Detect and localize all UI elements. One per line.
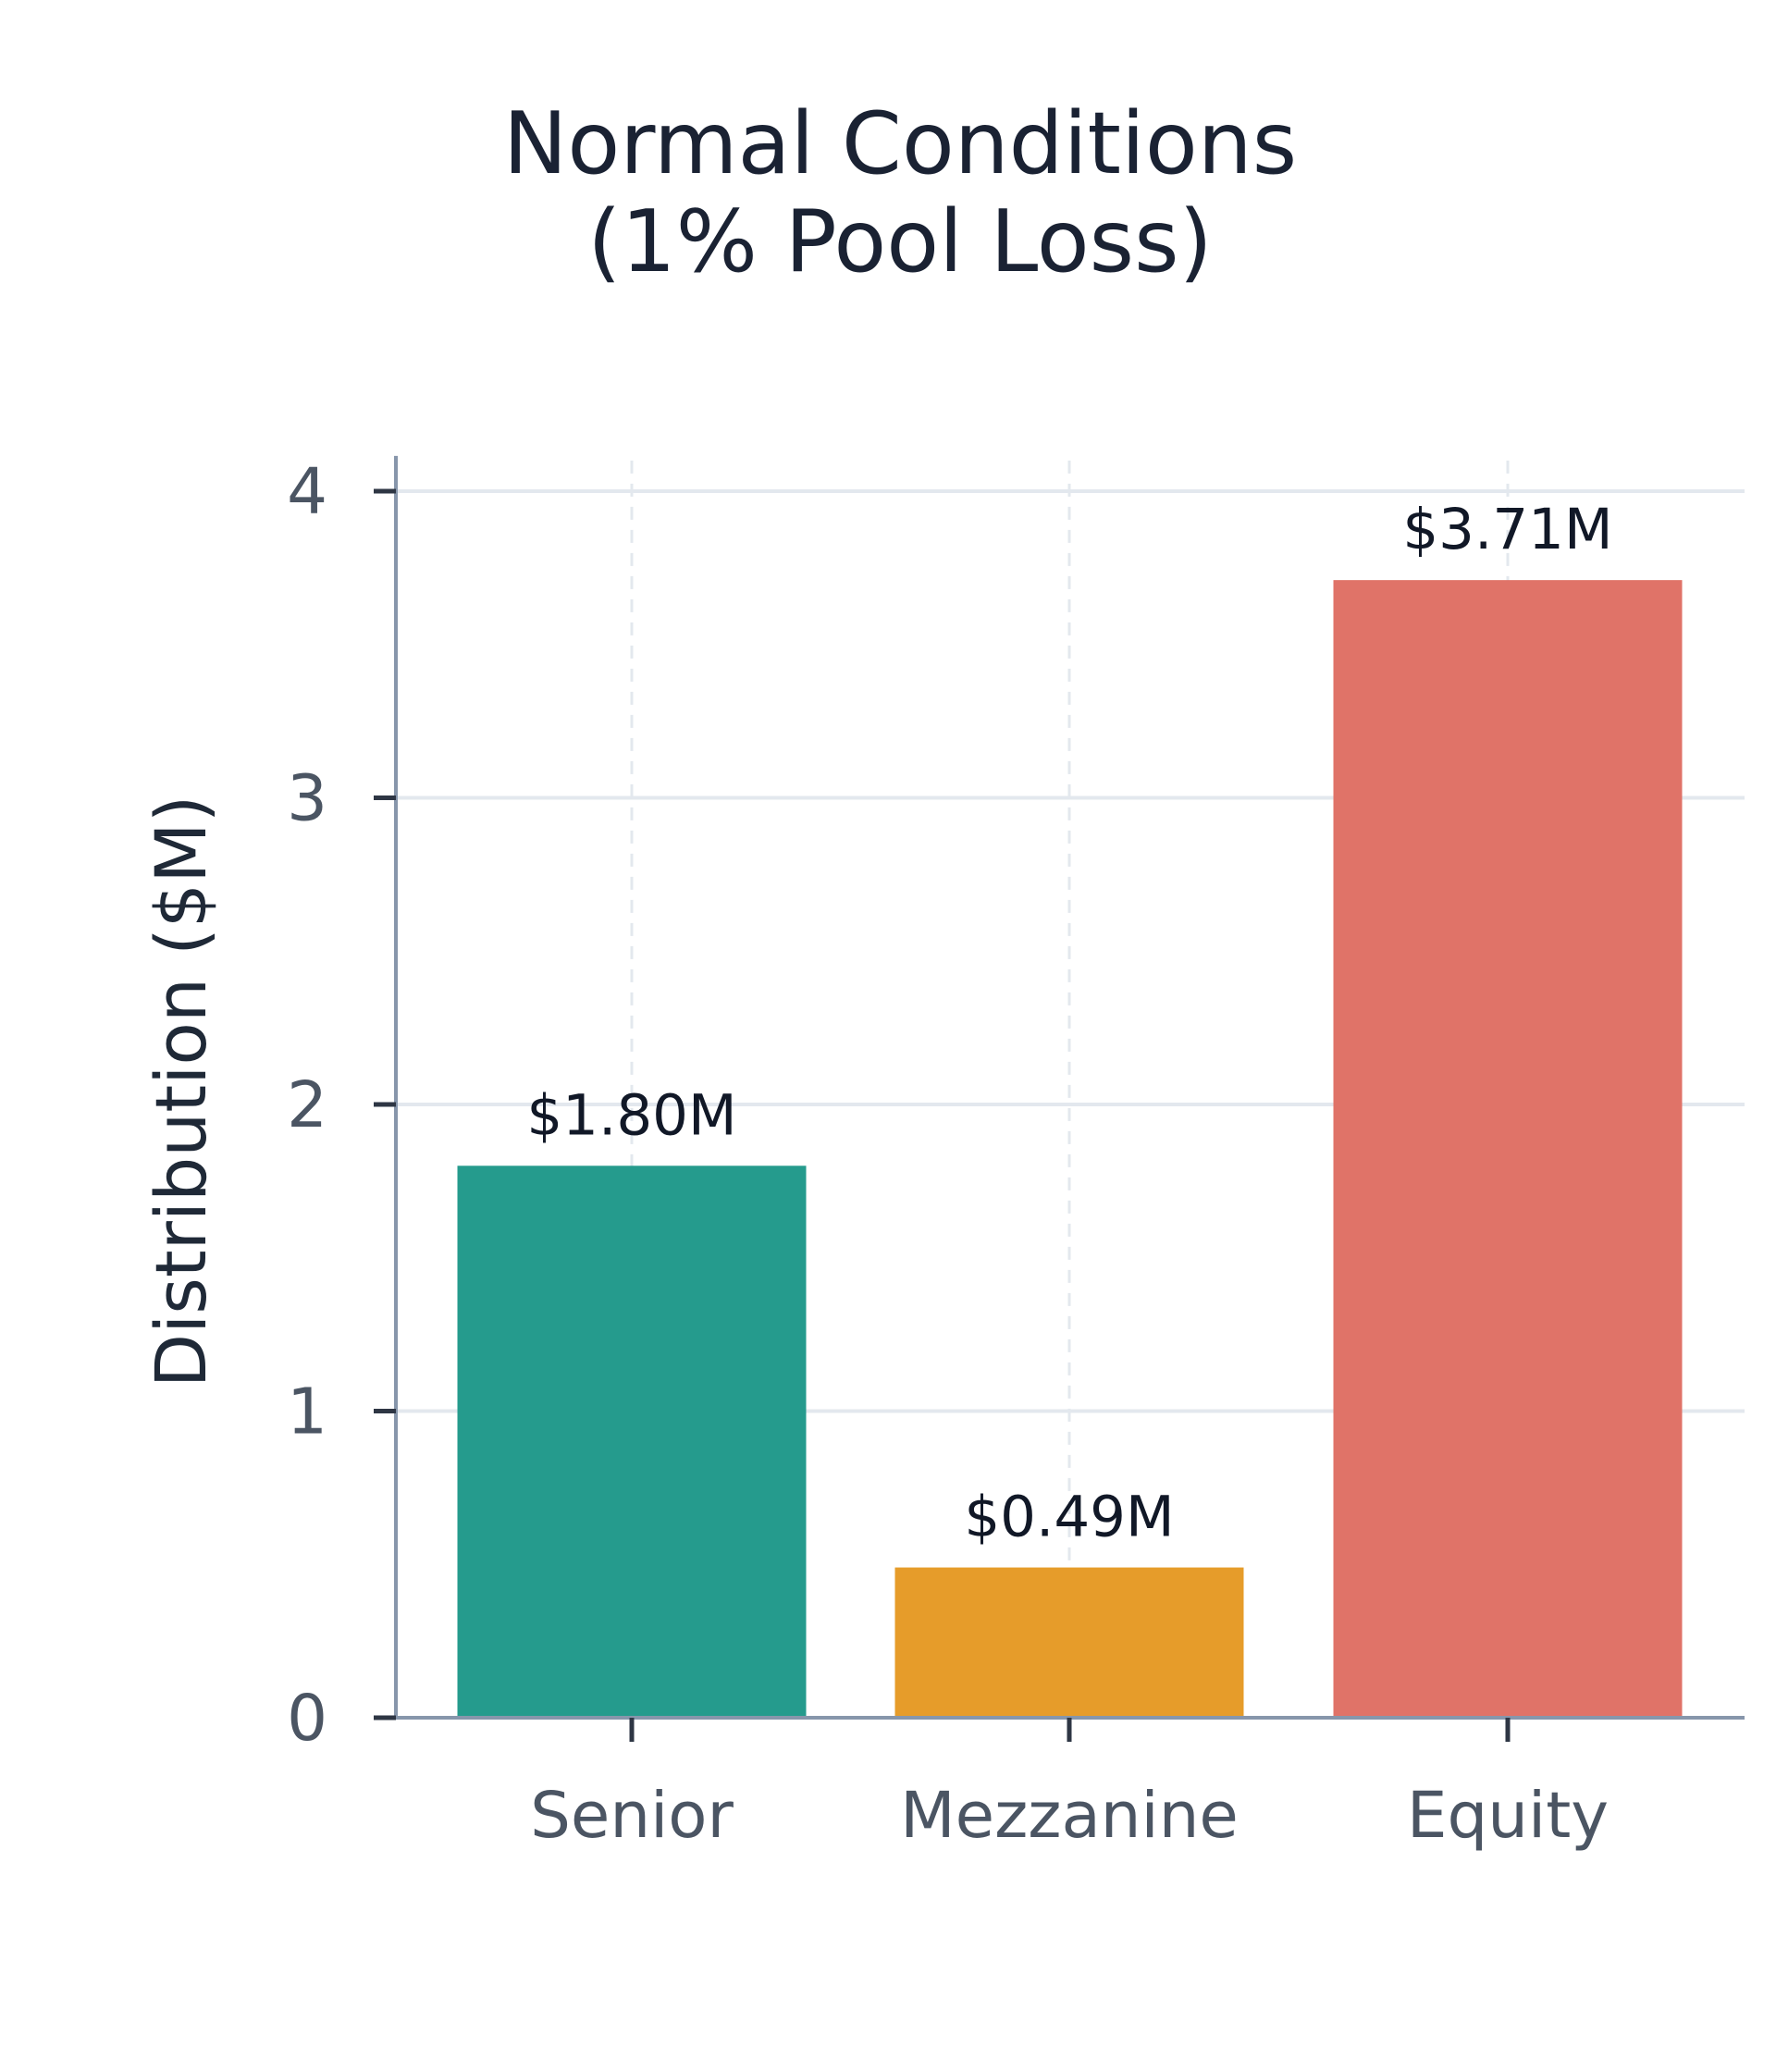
chart-title-line-1: Normal Conditions [503,93,1297,193]
bar-value-label-senior: $1.80M [526,1082,736,1148]
chart-title-line-2: (1% Pool Loss) [587,191,1213,291]
bar-mezzanine [894,1567,1244,1718]
y-tick-label: 3 [287,762,327,836]
bar-value-label-mezzanine: $0.49M [964,1485,1174,1550]
y-tick-label: 0 [287,1682,327,1756]
bar-value-label-equity: $3.71M [1402,497,1612,562]
y-tick-label: 1 [287,1375,327,1449]
y-axis-label: Distribution ($M) [140,796,222,1388]
bar-equity [1333,580,1683,1718]
y-tick-label: 2 [287,1068,327,1142]
x-tick-label-equity: Equity [1407,1779,1609,1853]
plot-area: 0 1 2 3 4 Senior Mezzanine Equity $1.80M $0.49M $3… [287,455,1745,1853]
x-tick-label-senior: Senior [530,1779,734,1853]
y-tick-label: 4 [287,455,327,529]
x-tick-label-mezzanine: Mezzanine [900,1779,1239,1853]
bar-senior [457,1166,807,1718]
